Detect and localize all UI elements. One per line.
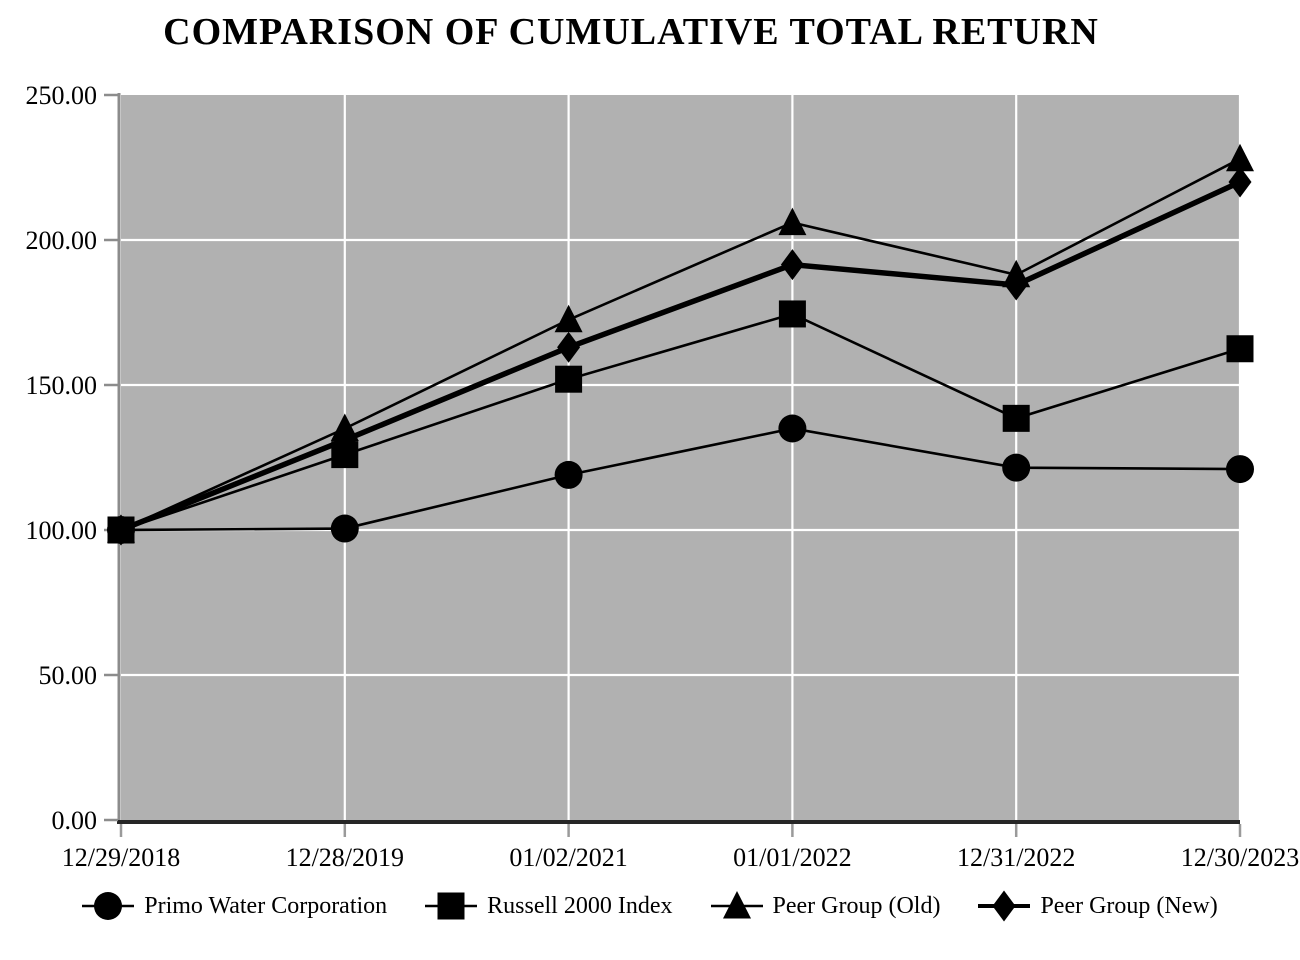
cumulative-total-return-chart: 0.00 50.00 100.00 150.00 200.00 250.00 12/29/2… <box>26 81 1300 872</box>
legend-label: Russell 2000 Index <box>487 892 673 919</box>
x-tick-label: 12/30/2023 <box>1181 843 1299 872</box>
diamond-marker-peer-group-new <box>333 424 357 456</box>
circle-marker-primo-water-corporation <box>330 514 359 543</box>
circle-marker-icon <box>82 892 135 920</box>
triangle-marker-peer-group-old <box>1226 143 1254 172</box>
circle-marker-primo-water-corporation <box>554 460 583 489</box>
square-marker-glyph <box>437 892 465 920</box>
triangle-marker-icon <box>710 891 763 919</box>
y-tick-label: 50.00 <box>39 661 98 690</box>
diamond-marker-peer-group-new <box>1228 166 1252 198</box>
y-tick-label: 0.00 <box>52 806 98 835</box>
circle-marker-glyph <box>94 892 123 920</box>
triangle-marker-glyph <box>722 891 751 919</box>
chart-title: COMPARISON OF CUMULATIVE TOTAL RETURN <box>163 11 1099 53</box>
y-tick-label: 150.00 <box>26 371 98 400</box>
square-marker-russell-2000-index <box>1002 404 1030 432</box>
triangle-marker-peer-group-old <box>778 207 807 236</box>
square-marker-russell-2000-index <box>555 365 583 393</box>
y-tick-label: 250.00 <box>26 81 98 110</box>
legend-label: Peer Group (Old) <box>772 892 941 919</box>
square-marker-russell-2000-index <box>1226 335 1254 363</box>
diamond-marker-glyph <box>992 890 1016 922</box>
legend-label: Primo Water Corporation <box>144 892 388 919</box>
square-marker-icon <box>425 892 478 920</box>
circle-marker-primo-water-corporation <box>778 414 807 443</box>
chart-legend: Primo Water Corporation Russell 2000 Inde… <box>0 888 1300 924</box>
diamond-marker-peer-group-new <box>557 331 581 363</box>
legend-item-russell-2000-index: Russell 2000 Index <box>425 888 673 924</box>
legend-item-primo-water-corporation: Primo Water Corporation <box>82 888 387 924</box>
legend-item-peer-group-old: Peer Group (Old) <box>710 888 941 924</box>
series-line-primo-water-corporation <box>120 427 1241 532</box>
legend-label: Peer Group (New) <box>1040 892 1218 919</box>
x-tick-label: 12/31/2022 <box>957 843 1075 872</box>
series-line-peer-group-new <box>119 179 1242 533</box>
x-tick-label: 01/02/2021 <box>509 843 627 872</box>
x-tick-label: 01/01/2022 <box>733 843 851 872</box>
x-tick-label: 12/29/2018 <box>62 843 180 872</box>
circle-marker-primo-water-corporation <box>1002 453 1031 482</box>
diamond-marker-icon <box>978 890 1031 922</box>
legend-item-peer-group-new: Peer Group (New) <box>978 888 1218 924</box>
diamond-marker-peer-group-new <box>1004 269 1028 301</box>
plot-area <box>121 95 1240 820</box>
series-line-russell-2000-index <box>120 312 1241 532</box>
square-marker-russell-2000-index <box>778 300 806 328</box>
y-tick-label: 200.00 <box>26 226 98 255</box>
x-tick-label: 12/28/2019 <box>286 843 404 872</box>
series-line-peer-group-old <box>120 157 1241 532</box>
triangle-marker-peer-group-old <box>554 304 583 333</box>
diamond-marker-peer-group-new <box>780 249 804 281</box>
diamond-marker-peer-group-new <box>109 514 133 546</box>
circle-marker-primo-water-corporation <box>1226 455 1254 484</box>
y-tick-label: 100.00 <box>26 516 98 545</box>
